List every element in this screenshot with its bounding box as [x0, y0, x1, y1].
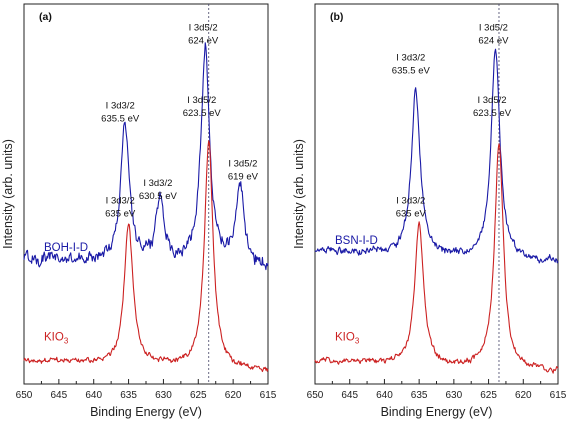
x-tick-label: 630: [155, 390, 172, 401]
x-tick-label: 640: [376, 390, 393, 401]
peak-annotation: I 3d5/2: [187, 95, 216, 106]
peak-annotation: 635 eV: [396, 209, 427, 220]
x-tick-label: 650: [16, 390, 33, 401]
panel-label: (b): [330, 11, 343, 23]
series-label: KIO3: [44, 332, 69, 346]
panel-b: 650 645 640 635 630 625 620 615 Binding Energy (…: [292, 3, 567, 419]
panel-label: (a): [39, 11, 52, 23]
x-axis-label: Binding Energy (eV): [381, 405, 493, 419]
peak-annotation: 623.5 eV: [183, 108, 222, 119]
peak-annotation: 619 eV: [228, 172, 259, 183]
peak-annotation: 630.5 eV: [139, 191, 178, 202]
peak-annotation: I 3d5/2: [478, 95, 507, 106]
x-tick-label: 625: [480, 390, 497, 401]
peak-annotation: I 3d3/2: [396, 53, 425, 64]
x-tick-label: 650: [307, 390, 324, 401]
x-tick-label: 630: [446, 390, 463, 401]
x-tick-label: 645: [51, 390, 68, 401]
x-tick-label: 620: [515, 390, 532, 401]
peak-annotation: I 3d3/2: [106, 100, 135, 111]
peak-annotation: I 3d3/2: [143, 178, 172, 189]
x-tick-label: 615: [260, 390, 277, 401]
series-label: KIO3: [335, 332, 360, 346]
peak-annotation: 635 eV: [105, 209, 136, 220]
series-label: BOH-I-D: [44, 242, 88, 254]
peak-annotation: I 3d5/2: [479, 23, 508, 34]
peak-annotation: I 3d3/2: [106, 196, 135, 207]
peak-annotation: 623.5 eV: [473, 108, 512, 119]
x-tick-label: 620: [225, 390, 242, 401]
peak-annotation: I 3d3/2: [396, 196, 425, 207]
series-label: BSN-I-D: [335, 235, 378, 247]
panel-a: 650 645 640 635 630 625 620 615 Binding Energy (…: [1, 3, 277, 419]
peak-annotation: 635.5 eV: [392, 66, 431, 77]
y-axis-label: Intensity (arb. units): [292, 139, 306, 249]
spectrum-kio3: [23, 140, 269, 373]
x-tick-label: 640: [85, 390, 102, 401]
peak-annotation: 624 eV: [188, 36, 219, 47]
x-tick-label: 635: [411, 390, 428, 401]
y-axis-label: Intensity (arb. units): [1, 139, 15, 249]
plot-frame: [314, 3, 559, 385]
peak-annotation: 635.5 eV: [101, 113, 140, 124]
spectrum-bsn-i-d: [314, 48, 559, 264]
peak-annotation: I 3d5/2: [189, 23, 218, 34]
peak-annotation: I 3d5/2: [228, 159, 257, 170]
x-tick-label: 615: [550, 390, 567, 401]
x-tick-label: 635: [120, 390, 137, 401]
spectrum-boh-i-d: [23, 42, 269, 271]
peak-annotation: 624 eV: [478, 36, 509, 47]
spectrum-kio3: [314, 143, 559, 374]
x-axis-label: Binding Energy (eV): [90, 405, 202, 419]
x-tick-label: 625: [190, 390, 207, 401]
x-tick-label: 645: [341, 390, 358, 401]
